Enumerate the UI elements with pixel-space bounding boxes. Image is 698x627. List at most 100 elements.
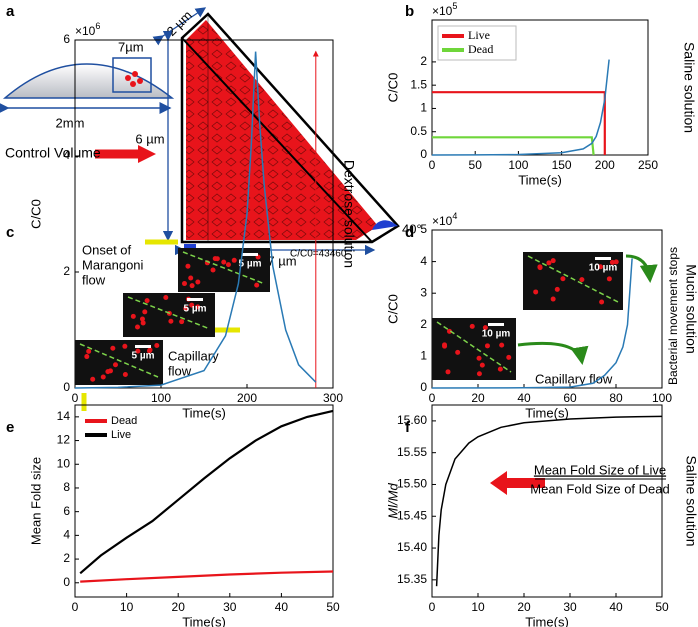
cell — [225, 262, 231, 268]
cell — [550, 296, 556, 302]
y-tick-label: 1.5 — [410, 77, 427, 91]
y-axis-label: C/C0 — [385, 73, 400, 103]
cell — [195, 304, 201, 310]
cell — [214, 256, 220, 262]
multiplier-base: ×10 — [432, 4, 453, 18]
cell — [442, 343, 448, 349]
cell — [110, 345, 116, 351]
multiplier-base: ×10 — [432, 214, 453, 228]
axis-multiplier: ×105 — [432, 1, 457, 18]
x-tick-label: 100 — [151, 391, 171, 405]
cell — [497, 366, 503, 372]
cell — [609, 259, 615, 265]
y-tick-label: 6 — [63, 32, 70, 46]
plot-frame — [431, 404, 663, 598]
annotation: Capillary — [168, 348, 219, 363]
y-axis-label: C/C0 — [28, 199, 43, 229]
x-tick-label: 80 — [609, 391, 623, 405]
x-tick-label: 50 — [469, 158, 483, 172]
flow-front — [182, 251, 266, 285]
y-tick-label: 2 — [420, 54, 427, 68]
cell — [613, 259, 619, 265]
cell — [140, 320, 146, 326]
y-tick-label: 0 — [420, 380, 427, 394]
x-tick-label: 40 — [517, 391, 531, 405]
x-tick-label: 20 — [517, 600, 531, 614]
y-tick-label: 5 — [420, 222, 427, 236]
diagram-label: Control Volume — [5, 145, 101, 161]
legend-label: Live — [111, 429, 131, 441]
y-axis-label: Ml/Md — [385, 483, 400, 519]
cell — [476, 371, 482, 377]
cell — [130, 313, 136, 319]
series-line — [74, 51, 317, 389]
scale-label: 5 µm — [184, 304, 207, 315]
x-tick-label: 60 — [563, 391, 577, 405]
y-axis-label: C/C0 — [385, 294, 400, 324]
cell — [181, 281, 187, 287]
scale-label: 10 µm — [589, 263, 618, 274]
panel-label: e — [6, 419, 14, 436]
y-tick-label: 1 — [420, 101, 427, 115]
x-tick-label: 200 — [237, 391, 257, 405]
cell — [231, 257, 237, 263]
annotation: Marangoni — [82, 257, 144, 272]
x-tick-label: 10 — [471, 600, 485, 614]
flow-front — [79, 343, 159, 378]
cell — [179, 319, 185, 325]
cell — [546, 260, 552, 266]
annotation: Mean Fold Size of Live — [534, 462, 666, 477]
legend-box — [81, 411, 159, 445]
side-label: Mucin solution — [683, 264, 698, 354]
axis-multiplier: ×104 — [432, 211, 457, 228]
panel-label: b — [405, 3, 414, 20]
y-tick-label: 8 — [63, 480, 70, 494]
cell — [479, 362, 485, 368]
scale-bar — [135, 345, 151, 348]
x-tick-label: 50 — [326, 600, 340, 614]
y-tick-label: 0 — [63, 380, 70, 394]
y-tick-label: 4 — [63, 528, 70, 542]
multiplier-exponent: 5 — [452, 1, 457, 11]
cell — [100, 374, 106, 380]
scale-bar — [595, 257, 611, 260]
y-tick-label: 6 — [63, 504, 70, 518]
cell — [550, 258, 556, 264]
flow-front — [527, 255, 619, 303]
control-box — [112, 57, 152, 93]
multiplier-exponent: 4 — [452, 211, 457, 221]
cell — [221, 259, 227, 265]
x-axis-label: Time(s) — [182, 405, 226, 420]
legend-label: Dead — [468, 42, 493, 56]
x-tick-label: 0 — [72, 391, 79, 405]
series-line — [432, 91, 606, 155]
panel-label: d — [405, 224, 414, 241]
y-tick-label: 2 — [63, 551, 70, 565]
arrow-head — [490, 471, 507, 495]
annotation: C/C0=43460 — [290, 249, 347, 260]
x-tick-label: 40 — [609, 600, 623, 614]
y-tick-label: 15.50 — [397, 477, 427, 491]
cell — [112, 362, 118, 368]
cell — [107, 368, 113, 374]
cell — [554, 286, 560, 292]
scale-label: 5 µm — [132, 351, 155, 362]
scale-bar — [242, 253, 258, 256]
pointer-arrow — [517, 341, 589, 365]
droplet — [2, 63, 175, 99]
legend-box — [437, 25, 517, 61]
annotation: flow — [168, 363, 192, 378]
plot-frame — [74, 39, 334, 389]
x-tick-label: 10 — [120, 600, 134, 614]
series-line — [432, 136, 595, 156]
side-label: Dextrose solution — [341, 160, 357, 268]
y-tick-label: 4 — [63, 148, 70, 162]
x-axis-label: Time(s) — [518, 172, 562, 187]
diagram-label: 6 µm — [135, 131, 164, 146]
y-tick-label: 4 — [420, 254, 427, 268]
diagram-label: 7µm — [118, 39, 144, 54]
flow-front — [127, 296, 211, 330]
x-tick-label: 40 — [275, 600, 289, 614]
multiplier-base: ×10 — [75, 24, 96, 38]
x-tick-label: 30 — [563, 600, 577, 614]
